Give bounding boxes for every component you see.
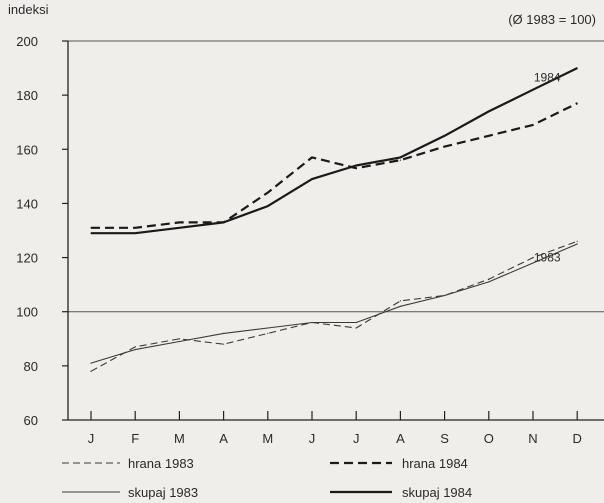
y-tick-label: 80 [24,359,38,374]
reference-lines [68,40,604,313]
data-point [267,205,269,207]
y-tick-label: 160 [16,142,38,157]
x-tick-label: M [174,431,185,446]
data-point [399,156,401,159]
data-point [532,89,534,91]
data-point [355,327,357,329]
data-point [444,135,446,137]
data-point [267,192,269,194]
data-point [488,278,490,280]
data-point [267,332,269,334]
y-tick-label: 200 [16,34,38,49]
data-point [223,332,225,334]
x-tick-label: A [219,431,228,446]
data-point [444,145,446,148]
legend: hrana 1983 hrana 1984 skupaj 1983 skupaj 19… [62,456,472,500]
y-tick-label: 180 [16,88,38,103]
data-point [178,340,180,343]
data-point [488,135,490,137]
y-axis-title: indeksi [8,2,49,17]
data-point [178,227,180,229]
base-year-note: (Ø 1983 = 100) [508,12,596,27]
data-point [223,343,225,345]
y-tick-label: 100 [16,305,38,320]
data-point [223,221,225,223]
data-point [90,362,92,364]
x-tick-label: D [573,431,582,446]
series-lines [90,67,578,372]
y-tick-label: 140 [16,196,38,211]
x-tick-label: J [309,431,316,446]
x-tick-label: J [353,431,360,446]
x-tick-label: M [262,431,273,446]
legend-label: hrana 1984 [402,456,468,471]
data-point [355,321,357,324]
data-point [532,124,534,126]
legend-label: skupaj 1983 [128,485,198,500]
series-end-label: 1983 [534,250,561,264]
legend-label: hrana 1983 [128,456,194,471]
series-line-hrana-1984 [91,102,578,229]
x-tick-label: O [484,431,494,446]
data-point [178,221,180,223]
data-point [355,167,357,169]
data-point [134,349,136,351]
data-point [532,262,534,264]
data-point [134,227,136,229]
data-point [134,232,136,234]
x-tick-label: N [528,431,537,446]
data-point [488,110,490,112]
legend-label: skupaj 1984 [402,485,472,500]
data-point [90,370,92,372]
data-point [311,156,313,159]
data-point [355,164,357,167]
data-point [444,294,446,297]
data-point [267,327,269,329]
data-point [532,256,534,259]
data-point [576,67,578,69]
series-end-labels: 1983 1984 [534,70,561,264]
x-tick-label: F [131,431,139,446]
data-point [90,232,92,234]
series-line-skupaj-1984 [91,67,578,235]
data-point [399,305,401,307]
data-point [399,159,401,161]
data-point [576,240,578,242]
y-tick-label: 120 [16,251,38,266]
x-tick-label: A [396,431,405,446]
series-line-hrana-1983 [90,240,578,372]
data-point [178,338,180,340]
y-tick-label: 60 [24,413,38,428]
data-point [488,281,490,283]
x-tick-label: S [440,431,449,446]
data-point [311,178,313,180]
data-point [90,227,92,229]
data-point [311,321,313,324]
data-point [134,346,136,348]
data-point [576,243,578,245]
data-point [576,102,578,104]
axes: 60 80 100 120 140 160 180 200 J F M A M J J A S O N D [16,34,604,446]
data-point [399,300,401,302]
x-tick-label: J [88,431,95,446]
series-end-label: 1984 [534,70,561,84]
series-line-skupaj-1983 [90,243,578,364]
